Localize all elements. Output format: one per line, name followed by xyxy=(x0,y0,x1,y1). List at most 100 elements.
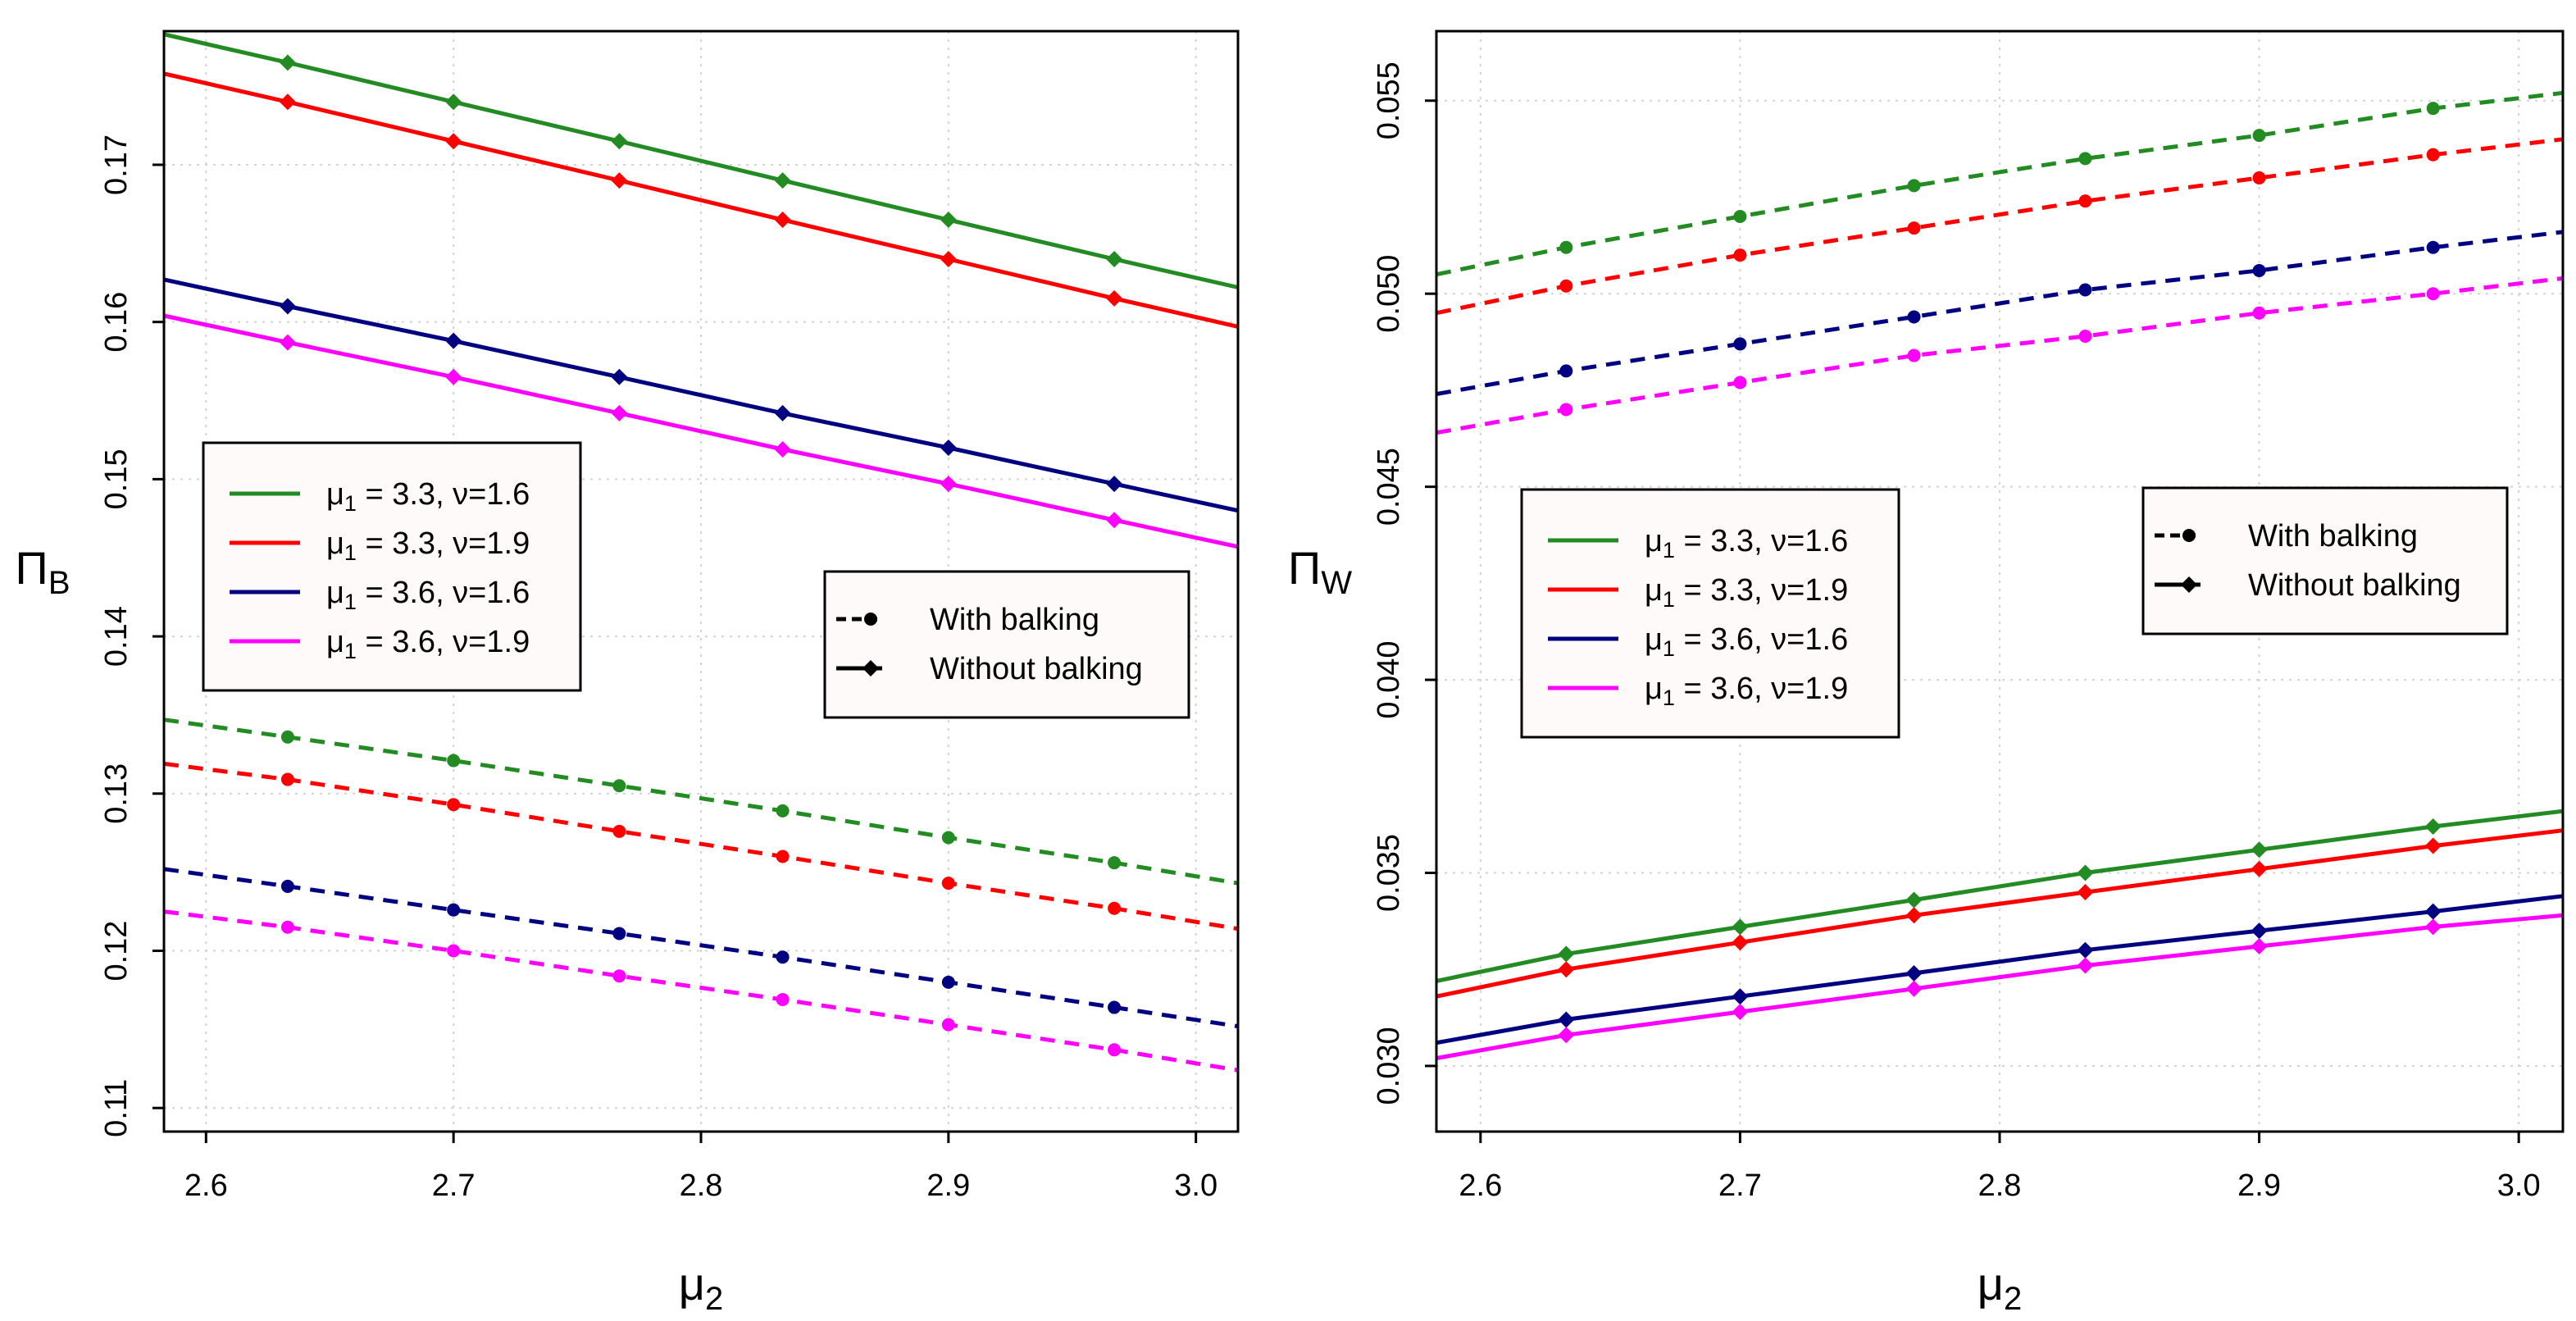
left-series-7-point-3 xyxy=(612,969,626,983)
right-legend-style-label-1: Without balking xyxy=(2248,568,2461,603)
left-series-5-point-6 xyxy=(1108,901,1122,915)
left-series-1-point-2 xyxy=(445,133,462,150)
left-xtick-label-4: 3.0 xyxy=(1174,1168,1217,1203)
right-xtick-label-3: 2.9 xyxy=(2237,1168,2281,1203)
right-series-7-point-3 xyxy=(1905,980,1923,997)
left-series-2-point-2 xyxy=(445,332,462,349)
left-ytick-label-4: 0.15 xyxy=(99,449,134,509)
left-series-1-line xyxy=(163,71,1239,329)
left-series-7-point-6 xyxy=(1108,1043,1122,1057)
left-series-6-line xyxy=(163,867,1239,1029)
left-series-0-point-3 xyxy=(611,133,628,150)
left-series-1-point-1 xyxy=(279,93,296,111)
left-series-1-point-3 xyxy=(611,172,628,189)
left-xtick-label-2: 2.8 xyxy=(680,1168,723,1203)
right-series-0-point-1 xyxy=(1559,240,1573,254)
right-series-5-point-1 xyxy=(1558,961,1575,978)
right-xtick-label-0: 2.6 xyxy=(1459,1168,1502,1203)
left-series-7-point-4 xyxy=(776,992,790,1006)
right-series-0-point-2 xyxy=(1733,210,1747,224)
right-legend-style-marker-1 xyxy=(2181,576,2197,593)
right-series-3-point-4 xyxy=(2078,329,2092,343)
left-xtick-label-0: 2.6 xyxy=(184,1168,228,1203)
left-series-7-point-2 xyxy=(447,944,461,958)
right-series-1-point-2 xyxy=(1733,248,1747,262)
left-ytick-label-0: 0.11 xyxy=(99,1079,134,1137)
right-series-3-point-6 xyxy=(2426,287,2440,301)
left-chart: 2.6 2.7 2.8 2.9 3.0 0.11 0.12 0.13 0.14 0.15 0.16 0… xyxy=(15,30,1240,1317)
right-series-4-point-2 xyxy=(1732,918,1749,936)
left-series-5-point-2 xyxy=(447,798,461,812)
right-series-7-point-1 xyxy=(1558,1027,1575,1044)
left-series-2-point-5 xyxy=(940,440,957,457)
left-series-5-line xyxy=(163,761,1239,932)
right-series-4-line xyxy=(1436,809,2564,983)
right-series-1-point-4 xyxy=(2078,194,2092,208)
right-x-axis-title: μ2 xyxy=(1978,1258,2023,1317)
left-series-0-point-2 xyxy=(445,93,462,111)
left-series-1-point-6 xyxy=(1106,289,1123,307)
left-series-6-point-5 xyxy=(941,975,955,989)
left-series-7-point-1 xyxy=(280,920,294,934)
left-series-0-point-5 xyxy=(940,212,957,229)
right-ytick-label-4: 0.050 xyxy=(1372,255,1406,333)
right-series-3-point-3 xyxy=(1907,348,1921,362)
left-legend-style-marker-1 xyxy=(862,660,879,676)
right-series-1-point-3 xyxy=(1907,221,1921,235)
right-series-2-point-2 xyxy=(1733,337,1747,351)
left-series-5-point-4 xyxy=(776,850,790,863)
left-series-2-point-6 xyxy=(1106,476,1123,493)
right-series-5-point-4 xyxy=(2077,884,2094,901)
right-series-0-point-4 xyxy=(2078,152,2092,166)
right-xtick-label-2: 2.8 xyxy=(1978,1168,2022,1203)
left-x-axis-title: μ2 xyxy=(679,1258,724,1317)
right-series-4-point-4 xyxy=(2077,864,2094,881)
left-series-5-point-1 xyxy=(280,772,294,786)
right-legend-parameters-box xyxy=(1520,488,1900,739)
right-series-2-point-3 xyxy=(1907,310,1921,324)
right-ytick-label-0: 0.030 xyxy=(1372,1027,1406,1105)
left-legend-style: With balking Without balking xyxy=(823,570,1190,719)
left-series-5-point-5 xyxy=(941,877,955,891)
left-series-4-point-4 xyxy=(776,804,790,818)
left-series-4-point-5 xyxy=(941,831,955,845)
right-series-4-point-3 xyxy=(1905,891,1923,909)
right-series-5-line xyxy=(1436,828,2564,999)
left-series-2-point-3 xyxy=(611,368,628,385)
right-series-1-line xyxy=(1436,137,2564,316)
left-series-4-point-6 xyxy=(1108,856,1122,870)
right-series-3-line xyxy=(1436,276,2564,435)
left-series-3-point-3 xyxy=(611,404,628,421)
left-series-4-line xyxy=(163,717,1239,886)
left-series-6-point-6 xyxy=(1108,1000,1122,1014)
right-series-7-point-5 xyxy=(2251,937,2268,954)
left-ytick-label-3: 0.14 xyxy=(99,606,134,667)
right-series-6-point-4 xyxy=(2077,941,2094,959)
left-series-4-point-2 xyxy=(447,754,461,768)
right-legend-param-label-0: μ1 = 3.3, ν=1.6 xyxy=(1645,524,1848,563)
right-legend-style-marker-0 xyxy=(2182,529,2196,542)
right-series-3-point-2 xyxy=(1733,376,1747,389)
right-legend-style-label-0: With balking xyxy=(2248,519,2418,553)
right-series-6-line xyxy=(1436,894,2564,1045)
left-ytick-label-1: 0.12 xyxy=(99,921,134,982)
left-series-6-point-2 xyxy=(447,903,461,917)
left-ytick-label-5: 0.16 xyxy=(99,292,134,353)
right-series-2-line xyxy=(1436,230,2564,397)
left-series-0-point-1 xyxy=(279,54,296,71)
right-series-1-point-1 xyxy=(1559,279,1573,293)
right-series-3-point-1 xyxy=(1559,403,1573,417)
right-series-0-point-3 xyxy=(1907,179,1921,193)
right-series-7-point-4 xyxy=(2077,957,2094,974)
left-y-axis-title: ΠB xyxy=(15,542,70,601)
right-chart: 2.6 2.7 2.8 2.9 3.0 0.030 0.035 0.040 0.045 0.050… xyxy=(1288,30,2565,1317)
right-legend-param-label-3: μ1 = 3.6, ν=1.9 xyxy=(1645,672,1848,710)
left-series-6-point-3 xyxy=(612,927,626,941)
right-series-5-point-3 xyxy=(1905,907,1923,924)
right-series-7-point-6 xyxy=(2424,918,2442,936)
left-series-3-point-5 xyxy=(940,476,957,493)
right-series-6-point-6 xyxy=(2424,903,2442,920)
left-series-1-point-5 xyxy=(940,250,957,267)
right-series-4-point-1 xyxy=(1558,945,1575,963)
left-legend-param-label-1: μ1 = 3.3, ν=1.9 xyxy=(326,526,530,565)
